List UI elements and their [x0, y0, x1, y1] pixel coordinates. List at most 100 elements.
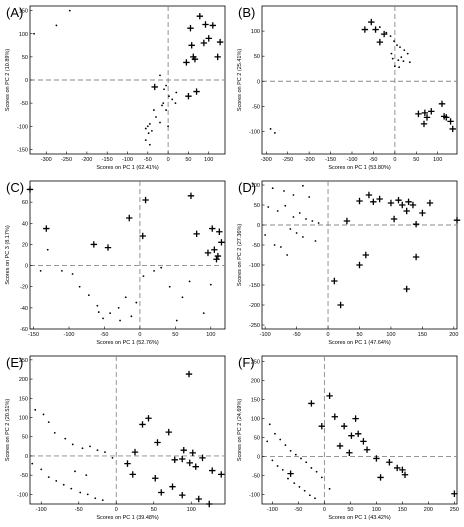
point-dot [61, 269, 63, 272]
y-tick-label: -50 [252, 474, 260, 480]
x-tick-label: -100 [267, 507, 278, 513]
y-tick-label: 150 [19, 9, 28, 15]
point-dot [268, 423, 271, 426]
point-dot [101, 499, 104, 502]
x-tick-label: -100 [346, 157, 357, 163]
panel-d: -100 -50 0 50 100 150 200 -250 -200 -150 -100 -50 0 5… [232, 175, 464, 350]
point-plus [337, 301, 344, 309]
point-dot [144, 127, 147, 130]
point-dot [308, 196, 311, 198]
y-tick-label: 150 [19, 396, 28, 402]
point-dot [111, 456, 114, 459]
y-axis-label: Scores on PC 2 (24.69%) [237, 399, 243, 462]
point-plus [218, 239, 225, 246]
point-plus [192, 463, 199, 470]
point-dot [314, 497, 316, 500]
point-plus [43, 225, 50, 232]
point-dot [393, 65, 396, 68]
point-dot [378, 26, 381, 28]
panel-a: -300 -250 -200 -150 -100 -50 0 50 100 -150 -100 -50… [0, 0, 232, 175]
point-plus [199, 454, 206, 462]
point-plus [355, 430, 362, 437]
point-dot [400, 56, 403, 59]
point-plus [403, 207, 410, 215]
y-tick-label: -250 [249, 323, 260, 329]
y-tick-label: 100 [19, 32, 28, 38]
y-tick-label: 0 [257, 79, 260, 85]
point-dot [284, 204, 287, 207]
point-dot [264, 234, 267, 236]
point-plus [376, 195, 383, 203]
point-dot [89, 445, 91, 448]
x-tick-label: 50 [347, 507, 353, 513]
point-plus [154, 439, 161, 446]
point-dot [148, 123, 151, 125]
point-dot [47, 421, 50, 424]
point-plus [216, 38, 224, 46]
point-dot [320, 476, 323, 479]
x-tick-label: -200 [81, 157, 92, 163]
point-dot [385, 31, 388, 34]
point-dot [150, 129, 153, 132]
point-dot [314, 240, 317, 242]
point-plus [204, 249, 212, 257]
x-tick-label: 50 [185, 157, 191, 163]
y-axis-label: Scores on PC 2 (25.41%) [237, 49, 243, 112]
point-dot [81, 447, 84, 450]
panel-label: (A) [6, 5, 23, 20]
point-plus [395, 197, 402, 204]
point-dot [71, 443, 74, 446]
x-tick-label: -50 [100, 332, 108, 338]
x-tick-label: -100 [36, 507, 47, 513]
point-dot [102, 317, 104, 320]
point-dot [292, 194, 295, 196]
point-plus [346, 449, 353, 456]
point-dot [276, 210, 279, 212]
x-tick-label: 150 [398, 507, 407, 513]
point-plus [196, 12, 204, 20]
point-plus [188, 42, 195, 49]
point-dot [39, 269, 42, 272]
point-dot [174, 102, 177, 105]
point-dot [153, 269, 155, 272]
point-plus [412, 221, 420, 228]
point-dot [284, 444, 287, 447]
point-dot [271, 459, 274, 462]
x-tick-label: 100 [204, 157, 213, 163]
point-plus [419, 209, 426, 217]
x-tick-label: 200 [449, 332, 458, 338]
y-tick-label: 200 [19, 377, 28, 383]
point-plus [185, 370, 193, 378]
point-plus [409, 201, 417, 209]
point-dot [273, 132, 276, 134]
point-dot [68, 9, 71, 12]
x-axis-label: Scores on PC 1 (47.64%) [328, 340, 391, 346]
point-plus [211, 246, 218, 253]
plot-frame [29, 355, 226, 505]
point-plus [180, 446, 187, 454]
x-tick-label: -150 [325, 157, 336, 163]
plot-frame [261, 355, 458, 505]
point-plus [287, 470, 294, 477]
point-dot [55, 24, 58, 27]
point-plus [426, 199, 434, 207]
point-dot [274, 432, 276, 435]
point-dot [79, 491, 82, 494]
point-dot [155, 116, 157, 118]
point-plus [451, 490, 458, 497]
x-tick-label: 100 [433, 157, 442, 163]
panel-label: (E) [6, 355, 23, 370]
point-dot [40, 468, 43, 471]
point-dot [161, 104, 163, 107]
panel-c: -150 -100 -50 0 50 100 -60 -40 -20 0 20 40 60 Scores … [0, 175, 232, 350]
point-dot [399, 46, 401, 49]
point-dot [293, 482, 296, 485]
point-dot [317, 222, 320, 224]
point-plus [360, 438, 367, 445]
point-plus [365, 191, 373, 199]
point-plus [412, 253, 420, 261]
y-tick-label: -100 [249, 129, 260, 135]
y-tick-label: -20 [20, 285, 28, 291]
x-tick-label: -150 [28, 332, 39, 338]
x-tick-label: 50 [151, 507, 157, 513]
